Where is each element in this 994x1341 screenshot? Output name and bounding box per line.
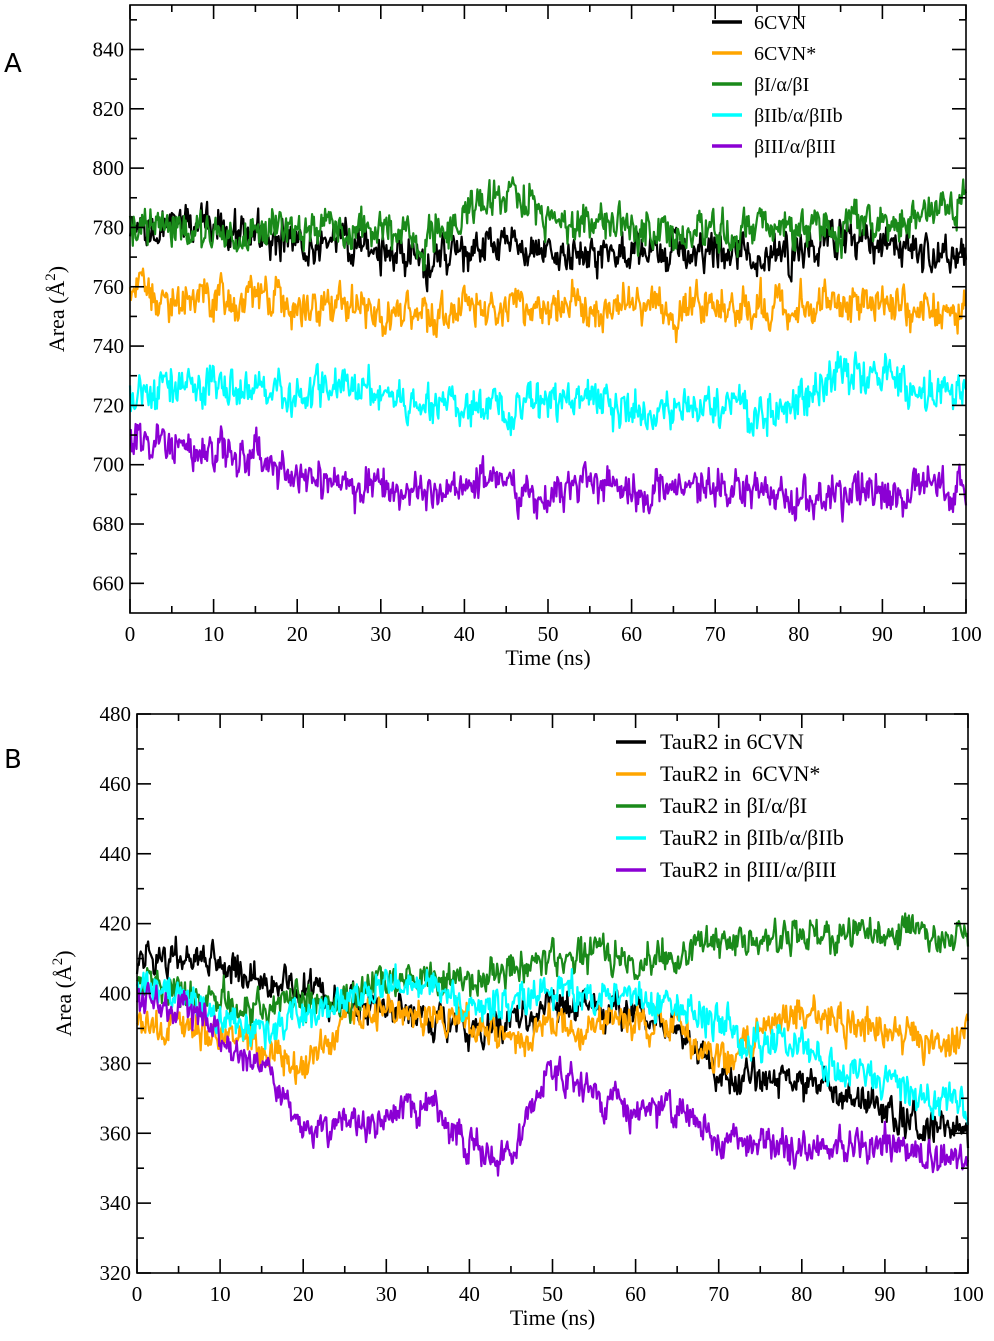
- chart-b-y-tick-label: 340: [100, 1191, 132, 1215]
- chart-a-x-tick-label: 40: [454, 622, 475, 646]
- chart-a-series-6cvn: [128, 267, 967, 344]
- chart-a-legend-label-iib-iib: βIIb/α/βIIb: [754, 105, 843, 127]
- chart-b-x-tick-label: 60: [625, 1282, 646, 1306]
- chart-a-y-axis-title-main: Area (: [44, 297, 69, 353]
- chart-b-y-axis-title-main: Area (: [51, 981, 76, 1037]
- chart-a-x-tick-label: 0: [125, 622, 136, 646]
- chart-b-x-axis-title: Time (ns): [510, 1305, 595, 1330]
- chart-b-y-axis-title-unit: Å: [51, 965, 76, 981]
- chart-b-series-taur2-in-iib-iib: [135, 963, 970, 1126]
- chart-a: 0 10 20 30 40 50 60 70 80 90 100 660 680 700 720 740 760…: [43, 4, 982, 670]
- chart-a-y-tick-label: 660: [93, 571, 125, 595]
- panel-letter-a: A: [4, 49, 22, 79]
- chart-b-legend-label-taur2-in-6cvn: TauR2 in 6CVN: [660, 729, 804, 754]
- chart-a-y-tick-label: 840: [93, 37, 125, 61]
- chart-a-x-tick-label: 70: [705, 622, 726, 646]
- chart-b-legend-label-taur2-in-i-i: TauR2 in βI/α/βI: [660, 793, 807, 818]
- chart-b-x-tick-label: 40: [459, 1282, 480, 1306]
- chart-b-series-taur2-in-iii-iii: [135, 981, 970, 1177]
- chart-b-x-tick-label: 70: [708, 1282, 729, 1306]
- chart-a-legend-label-iii-iii: βIII/α/βIII: [754, 136, 836, 158]
- chart-b-x-tick-label: 20: [293, 1282, 314, 1306]
- chart-b-y-tick-label: 380: [100, 1051, 132, 1075]
- chart-b-y-tick-label: 420: [100, 912, 132, 936]
- chart-a-x-tick-label: 90: [872, 622, 893, 646]
- chart-a-y-tick-label: 680: [93, 512, 125, 536]
- chart-a-x-tick-label: 100: [950, 622, 982, 646]
- chart-a-x-tick-label: 30: [370, 622, 391, 646]
- chart-a-legend-label-i-i: βI/α/βI: [754, 74, 809, 96]
- chart-b-y-tick-label: 360: [100, 1121, 132, 1145]
- chart-a-series-iii-iii: [129, 422, 968, 523]
- chart-a-x-tick-label: 80: [788, 622, 809, 646]
- chart-b-y-axis-title-sup: 2: [50, 958, 66, 966]
- chart-a-y-axis-title-sup: 2: [43, 273, 59, 281]
- chart-b-y-axis-title-close: ): [51, 950, 76, 957]
- chart-b-y-tick-label: 460: [100, 772, 132, 796]
- chart-a-y-axis-title: Area (Å2): [43, 266, 69, 352]
- chart-a-x-tick-label: 50: [538, 622, 559, 646]
- chart-a-x-axis-title: Time (ns): [505, 645, 590, 670]
- chart-b-series-taur2-in-i-i: [135, 912, 970, 1027]
- chart-a-y-tick-label: 700: [93, 453, 125, 477]
- chart-a-series-i-i: [128, 176, 968, 272]
- chart-b-y-tick-label: 400: [100, 982, 132, 1006]
- chart-a-y-tick-label: 780: [93, 215, 125, 239]
- chart-b-legend-label-taur2-in-iib-iib: TauR2 in βIIb/α/βIIb: [660, 825, 844, 850]
- chart-b: 0 10 20 30 40 50 60 70 80 90 100 320 340 360 380 400 420…: [50, 702, 984, 1330]
- chart-a-series-6cvn: [128, 200, 968, 293]
- chart-b-x-tick-label: 30: [376, 1282, 397, 1306]
- chart-b-x-tick-label: 10: [210, 1282, 231, 1306]
- chart-a-x-tick-label: 60: [621, 622, 642, 646]
- chart-b-x-tick-label: 80: [791, 1282, 812, 1306]
- chart-a-legend-label-6cvn: 6CVN*: [754, 43, 816, 65]
- chart-a-y-tick-label: 820: [93, 97, 125, 121]
- chart-b-series-taur2-in-6cvn: [135, 935, 970, 1149]
- chart-a-y-tick-label: 760: [93, 275, 125, 299]
- chart-b-x-tick-label: 100: [952, 1282, 984, 1306]
- chart-b-x-tick-label: 50: [542, 1282, 563, 1306]
- chart-a-y-axis-title-close: ): [44, 266, 69, 273]
- chart-a-y-tick-label: 740: [93, 334, 125, 358]
- chart-b-legend-label-taur2-in-iii-iii: TauR2 in βIII/α/βIII: [660, 857, 837, 882]
- chart-a-y-axis-title-unit: Å: [44, 281, 69, 297]
- chart-a-series-iib-iib: [128, 350, 968, 438]
- chart-a-x-tick-label: 10: [203, 622, 224, 646]
- chart-b-legend-label-taur2-in-6cvn: TauR2 in 6CVN*: [660, 761, 820, 786]
- chart-a-legend-label-6cvn: 6CVN: [754, 12, 806, 34]
- panel-letter-b: B: [4, 745, 22, 775]
- chart-b-y-tick-label: 480: [100, 702, 132, 726]
- chart-b-y-tick-label: 320: [100, 1261, 132, 1285]
- chart-b-y-tick-label: 440: [100, 842, 132, 866]
- chart-b-y-axis-title: Area (Å2): [50, 950, 76, 1036]
- chart-b-x-tick-label: 90: [874, 1282, 895, 1306]
- chart-a-x-tick-label: 20: [287, 622, 308, 646]
- chart-a-y-tick-label: 720: [93, 393, 125, 417]
- chart-a-y-tick-label: 800: [93, 156, 125, 180]
- chart-b-x-tick-label: 0: [132, 1282, 143, 1306]
